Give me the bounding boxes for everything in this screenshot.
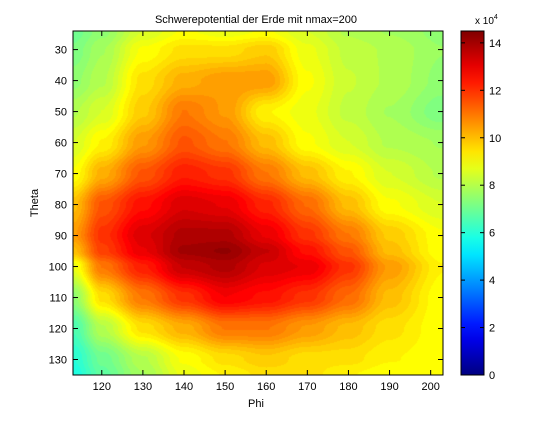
chart-title: Schwerepotential der Erde mit nmax=200: [155, 14, 357, 26]
colorbar-tick-label: 14: [489, 38, 501, 50]
colorbar-tick-label: 0: [489, 370, 495, 382]
plot-area: 120 130 140 150 160 170 180 190 200 30 40 50 60 70 80…: [49, 30, 444, 393]
colorbar-tick-label: 8: [489, 180, 495, 192]
y-tick-label: 100: [49, 262, 67, 274]
colorbar-multiplier-text: x 10: [475, 16, 494, 27]
y-tick-label: 30: [55, 45, 67, 57]
colorbar-multiplier: x 104: [475, 14, 498, 27]
colorbar-tick-label: 2: [489, 323, 495, 335]
x-axis-ticks: 120 130 140 150 160 170 180 190 200: [93, 31, 440, 393]
x-tick-label: 190: [380, 381, 398, 393]
y-tick-label: 50: [55, 107, 67, 119]
y-tick-label: 120: [49, 324, 67, 336]
x-tick-label: 160: [257, 381, 275, 393]
y-axis-label: Theta: [29, 188, 41, 217]
y-tick-label: 110: [49, 293, 67, 305]
colorbar-tick-label: 10: [489, 133, 501, 145]
plot-frame: [72, 30, 444, 376]
x-tick-label: 180: [339, 381, 357, 393]
x-tick-label: 200: [421, 381, 439, 393]
colorbar-tick-label: 12: [489, 85, 501, 97]
x-tick-label: 130: [134, 381, 152, 393]
colorbar-exponent: 4: [494, 14, 498, 21]
y-tick-label: 90: [55, 231, 67, 243]
x-axis-label: Phi: [248, 398, 264, 410]
heatmap-image: [73, 31, 443, 375]
x-tick-label: 170: [298, 381, 316, 393]
colorbar-tick-label: 4: [489, 275, 495, 287]
y-tick-label: 80: [55, 200, 67, 212]
y-axis-ticks: 30 40 50 60 70 80 90 100 110 120 130: [49, 45, 443, 367]
y-tick-label: 60: [55, 138, 67, 150]
colorbar-tick-label: 6: [489, 228, 495, 240]
y-tick-label: 40: [55, 76, 67, 88]
y-tick-label: 70: [55, 169, 67, 181]
colorbar-ticks: 0 2 4 6 8 10 12 14: [461, 38, 501, 382]
x-tick-label: 140: [175, 381, 193, 393]
colorbar-gradient: [460, 30, 485, 376]
x-tick-label: 150: [216, 381, 234, 393]
y-tick-label: 130: [49, 355, 67, 367]
x-tick-label: 120: [93, 381, 111, 393]
